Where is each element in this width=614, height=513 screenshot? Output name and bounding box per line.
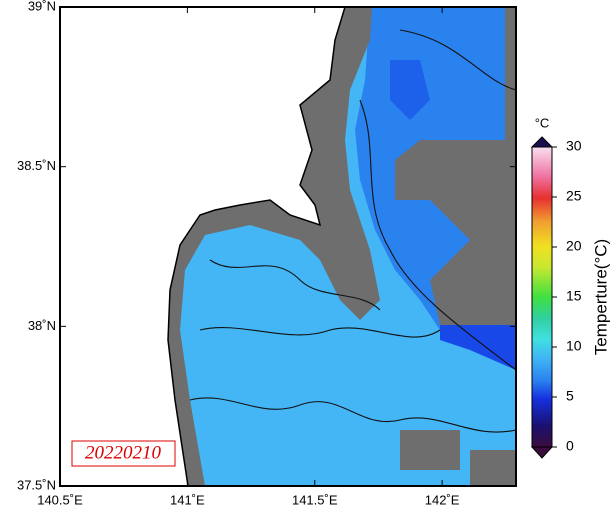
no-data: [400, 430, 516, 486]
lon-tick-label: 142˚E: [425, 492, 460, 507]
colorbar: [531, 146, 553, 448]
contour: [199, 327, 441, 338]
cold-water: [390, 60, 430, 120]
cold-water: [440, 325, 516, 370]
colorbar-tick-label: 30: [566, 138, 582, 154]
contour: [359, 99, 516, 371]
lat-tick-label: 38.5˚N: [17, 158, 56, 173]
lat-tick-label: 38˚N: [28, 318, 56, 333]
date-box: [71, 440, 176, 467]
colorbar-max-arrow: [530, 136, 554, 148]
contour: [209, 259, 381, 311]
contour: [399, 29, 516, 91]
land: [60, 7, 346, 486]
no-data: [395, 140, 516, 325]
colorbar-tick-label: 25: [566, 188, 582, 204]
map-area: [60, 7, 516, 486]
lon-tick-label: 141.5˚E: [292, 492, 338, 507]
colorbar-tick-label: 20: [566, 238, 582, 254]
contour: [189, 397, 516, 433]
lon-tick-label: 140.5˚E: [37, 492, 83, 507]
map-frame: [59, 6, 517, 487]
colorbar-unit: °C: [535, 115, 550, 130]
colorbar-tick-label: 5: [566, 388, 574, 404]
lat-tick-label: 37.5˚N: [17, 477, 56, 492]
colorbar-min-arrow: [530, 446, 554, 459]
lat-tick-label: 39˚N: [28, 0, 56, 13]
colorbar-tick-label: 15: [566, 288, 582, 304]
lon-tick-label: 141˚E: [170, 492, 205, 507]
colorbar-tick-label: 10: [566, 338, 582, 354]
colorbar-title: Temperture(°C): [591, 239, 610, 355]
date-label: 20220210: [85, 442, 162, 463]
axes: 140.5˚E 141˚E 141.5˚E 142˚E 37.5˚N 38˚N 38.5˚N…: [17, 0, 582, 507]
no-data: [505, 7, 516, 140]
colorbar-tick-label: 0: [566, 438, 574, 454]
